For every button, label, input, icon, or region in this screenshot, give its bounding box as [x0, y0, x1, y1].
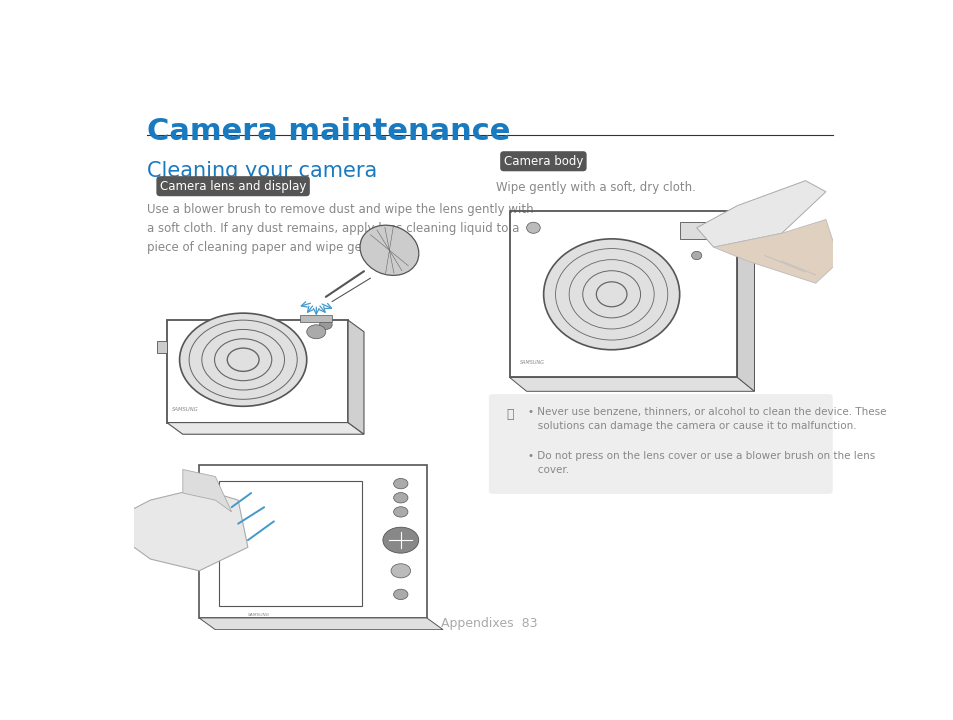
Text: Use a blower brush to remove dust and wipe the lens gently with
a soft cloth. If: Use a blower brush to remove dust and wi… — [147, 203, 534, 254]
Text: • Do not press on the lens cover or use a blower brush on the lens
   cover.: • Do not press on the lens cover or use … — [528, 451, 875, 475]
FancyBboxPatch shape — [488, 394, 832, 494]
Text: Camera lens and display: Camera lens and display — [160, 180, 306, 193]
Text: ⓘ: ⓘ — [505, 408, 513, 421]
Text: Camera body: Camera body — [503, 155, 582, 168]
Text: Camera maintenance: Camera maintenance — [147, 117, 510, 146]
Text: Wipe gently with a soft, dry cloth.: Wipe gently with a soft, dry cloth. — [496, 181, 696, 194]
Text: Appendixes  83: Appendixes 83 — [440, 617, 537, 630]
Text: • Never use benzene, thinners, or alcohol to clean the device. These
   solution: • Never use benzene, thinners, or alcoho… — [528, 407, 885, 431]
Text: Cleaning your camera: Cleaning your camera — [147, 161, 377, 181]
